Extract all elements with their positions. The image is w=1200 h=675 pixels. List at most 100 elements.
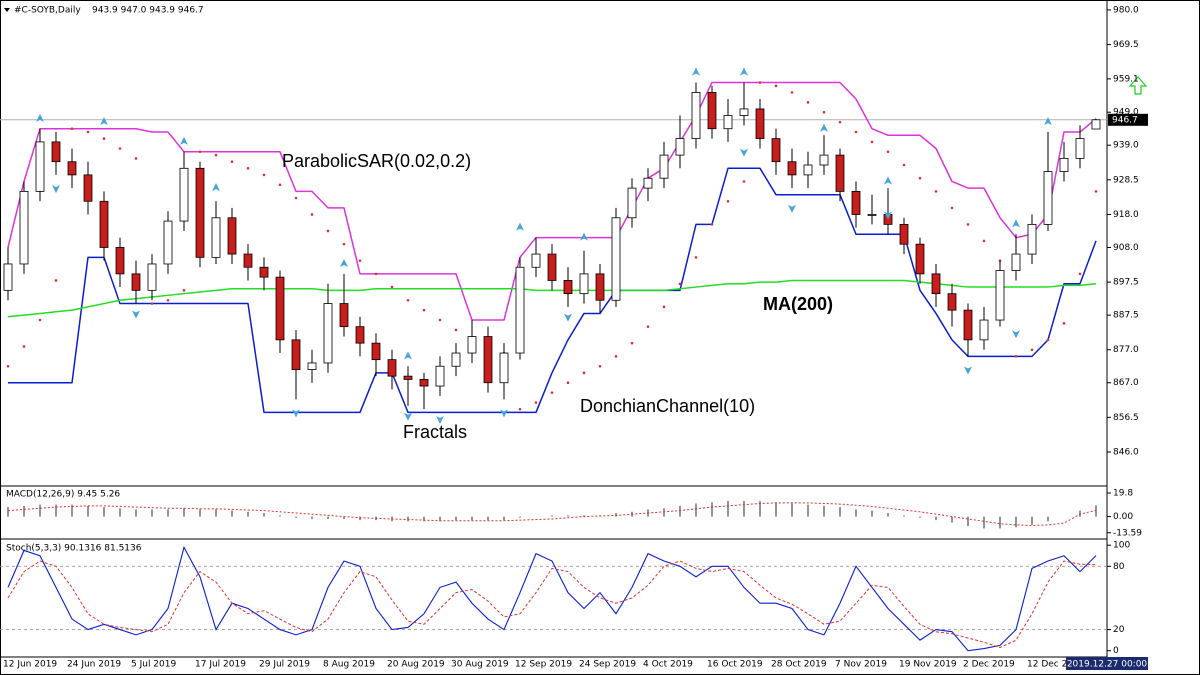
cursor-date: 2019.12.27 00:00 bbox=[1067, 660, 1148, 670]
candle-body bbox=[643, 177, 653, 189]
fractal-up bbox=[1044, 117, 1052, 126]
sar-dot bbox=[150, 302, 154, 305]
y-tick-label: 867.0 bbox=[1113, 378, 1139, 388]
candle-body bbox=[739, 108, 749, 116]
donchian-label: DonchianChannel(10) bbox=[580, 396, 755, 416]
fractal-up bbox=[212, 183, 220, 192]
y-tick-label: 0 bbox=[1113, 646, 1119, 656]
x-tick-label: 19 Nov 2019 bbox=[899, 660, 957, 670]
y-tick-label: 887.5 bbox=[1113, 311, 1139, 321]
sar-dot bbox=[294, 196, 298, 200]
candle-body bbox=[243, 253, 253, 268]
sar-dot bbox=[246, 166, 250, 170]
x-tick-label: 8 Aug 2019 bbox=[323, 660, 375, 670]
stoch-title: Stoch(5,3,3) 90.1316 81.5136 bbox=[6, 544, 142, 554]
candle-body bbox=[595, 273, 605, 301]
candle-body bbox=[803, 164, 813, 176]
cursor-date-box bbox=[1066, 657, 1148, 670]
sar-dot bbox=[550, 391, 554, 394]
candle-body bbox=[1043, 171, 1053, 225]
candle-body bbox=[435, 365, 445, 387]
candle-body bbox=[291, 339, 301, 370]
candle-body bbox=[355, 326, 365, 344]
ma-label: MA(200) bbox=[763, 294, 833, 314]
sar-dot bbox=[6, 364, 10, 368]
sar-dot bbox=[966, 223, 970, 226]
stoch-signal bbox=[7, 560, 1097, 649]
fractal-down bbox=[436, 416, 444, 425]
candle-body bbox=[115, 247, 125, 275]
sar-dot bbox=[438, 318, 442, 322]
candle-body bbox=[627, 187, 637, 219]
y-tick-label: 959.1 bbox=[1113, 74, 1139, 84]
macd-signal bbox=[7, 502, 1097, 527]
fractal-down bbox=[740, 148, 748, 157]
candle-body bbox=[307, 362, 317, 370]
candle-body bbox=[1059, 158, 1069, 172]
candle-body bbox=[483, 336, 493, 384]
candle-body bbox=[371, 342, 381, 361]
sar-dot bbox=[1030, 348, 1034, 352]
candle-body bbox=[707, 92, 717, 130]
y-tick-label: 918.0 bbox=[1113, 210, 1139, 220]
fractal-down bbox=[1012, 330, 1020, 339]
candle-body bbox=[867, 214, 877, 216]
candle-body bbox=[275, 276, 285, 341]
sar-dot bbox=[118, 147, 122, 150]
fractal-down bbox=[132, 310, 140, 319]
sar-dot bbox=[406, 298, 410, 302]
x-tick-label: 7 Nov 2019 bbox=[835, 660, 887, 670]
sar-dot bbox=[902, 163, 906, 167]
fractal-up bbox=[820, 123, 828, 132]
fractal-up bbox=[516, 222, 524, 231]
candle-body bbox=[387, 359, 397, 377]
sar-dot bbox=[230, 160, 234, 164]
candle-body bbox=[1075, 138, 1085, 159]
menu-triangle[interactable] bbox=[4, 8, 10, 12]
fractal-up bbox=[884, 176, 892, 185]
fractal-down bbox=[500, 409, 508, 418]
sar-dot bbox=[678, 282, 682, 286]
fractal-up bbox=[100, 117, 108, 126]
candle-body bbox=[179, 167, 189, 222]
y-tick-label: 908.0 bbox=[1113, 243, 1139, 253]
fractal-down bbox=[564, 313, 572, 322]
sar-dot bbox=[342, 242, 346, 246]
fractal-up bbox=[740, 67, 748, 76]
y-tick-label: -13.59 bbox=[1113, 528, 1142, 538]
sar-dot bbox=[1078, 272, 1082, 276]
sar-dot bbox=[518, 407, 522, 411]
candle-body bbox=[691, 92, 701, 140]
x-tick-label: 20 Aug 2019 bbox=[387, 660, 445, 670]
fractal-up bbox=[404, 351, 412, 360]
candle-body bbox=[227, 217, 237, 255]
fractal-up bbox=[580, 232, 588, 241]
candle-body bbox=[515, 266, 525, 354]
x-tick-label: 12 Jun 2019 bbox=[3, 660, 57, 670]
candle-body bbox=[147, 263, 157, 291]
stoch-main bbox=[7, 545, 1097, 652]
candle-body bbox=[1011, 253, 1021, 271]
candle-body bbox=[339, 303, 349, 328]
fractal-down bbox=[52, 185, 60, 194]
symbol: #C-SOYB,Daily bbox=[14, 6, 81, 16]
candle-body bbox=[195, 167, 205, 258]
sar-dot bbox=[758, 81, 762, 84]
fractal-down bbox=[788, 204, 796, 213]
candle-body bbox=[563, 280, 573, 295]
sar-dot bbox=[630, 341, 634, 345]
candle-body bbox=[659, 154, 669, 179]
candle-body bbox=[131, 273, 141, 291]
candle-body bbox=[723, 115, 733, 130]
fractal-down bbox=[964, 366, 972, 375]
sar-dot bbox=[454, 328, 458, 332]
sar-dot bbox=[70, 127, 74, 131]
sar-dot bbox=[1094, 190, 1098, 193]
x-tick-label: 5 Jul 2019 bbox=[131, 660, 176, 670]
candle-body bbox=[451, 352, 461, 367]
sar-dot bbox=[1014, 355, 1018, 358]
donchian-lower bbox=[8, 167, 1097, 414]
candle-body bbox=[947, 293, 957, 311]
sar-dot bbox=[54, 279, 58, 282]
sar-dot bbox=[422, 308, 426, 312]
